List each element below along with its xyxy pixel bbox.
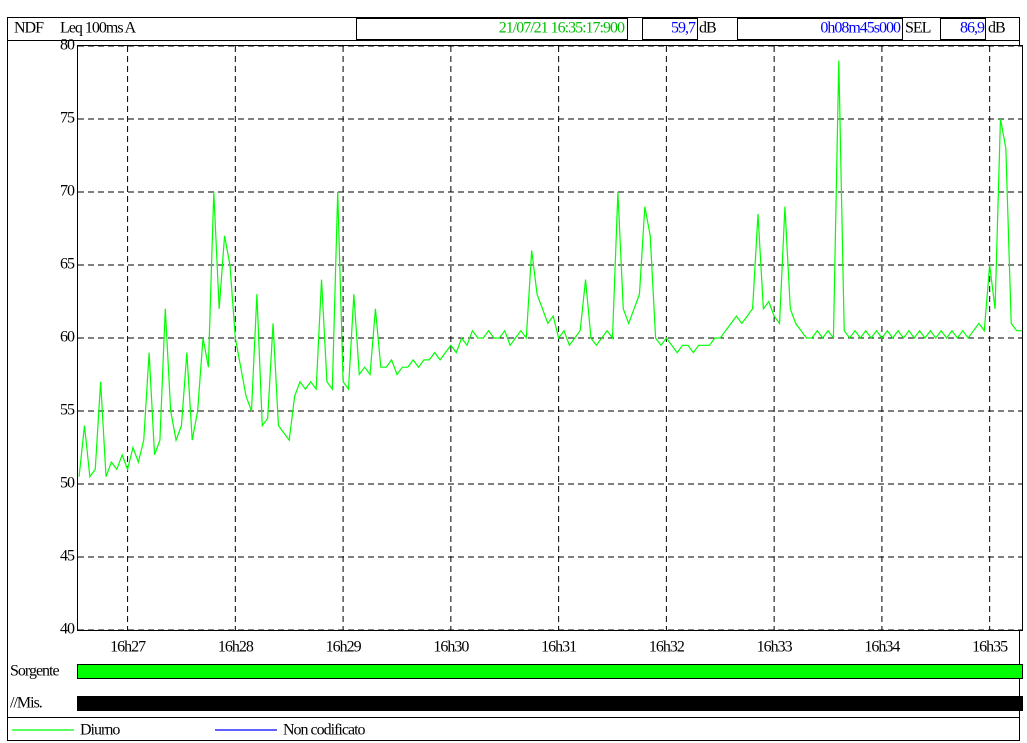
- sel: 86,9: [960, 20, 985, 37]
- parameter: Leq 100ms A: [60, 20, 137, 37]
- x-tick-label: 16h30: [433, 639, 469, 656]
- level-box: [642, 18, 698, 40]
- track-label: //Mis.: [10, 695, 42, 712]
- x-tick-label: 16h29: [326, 639, 362, 656]
- x-tick-label: 16h35: [972, 639, 1008, 656]
- duration-box: [737, 18, 903, 40]
- y-tick-label: 60: [60, 329, 75, 346]
- instrument: NDF: [14, 20, 44, 37]
- timestamp: 21/07/21 16:35:17:900: [499, 20, 625, 37]
- y-tick-label: 45: [60, 548, 75, 565]
- duration: 0h08m45s000: [820, 20, 901, 37]
- y-tick-label: 70: [60, 183, 75, 200]
- y-tick-label: 75: [60, 110, 75, 127]
- sel-unit: dB: [988, 20, 1005, 37]
- x-tick-label: 16h28: [218, 639, 254, 656]
- sel-label: SEL: [905, 20, 931, 37]
- legend-bar: [7, 717, 1020, 741]
- track-bar: [77, 696, 1023, 711]
- level-unit: dB: [699, 20, 716, 37]
- y-tick-label: 65: [60, 256, 75, 273]
- x-tick-label: 16h33: [757, 639, 793, 656]
- y-tick-label: 80: [60, 37, 75, 54]
- level: 59,7: [671, 20, 696, 37]
- legend-label: Non codificato: [283, 722, 366, 739]
- legend-label: Diurno: [80, 722, 120, 739]
- timestamp-box: [356, 18, 628, 40]
- x-tick-label: 16h32: [649, 639, 685, 656]
- sel-box: [940, 18, 986, 40]
- y-tick-label: 55: [60, 402, 75, 419]
- track-bar: [77, 664, 1023, 679]
- series-line: [78, 60, 1022, 479]
- x-tick-label: 16h34: [864, 639, 900, 656]
- y-tick-label: 50: [60, 475, 75, 492]
- x-tick-label: 16h27: [110, 639, 146, 656]
- y-tick-label: 40: [60, 621, 75, 638]
- track-label: Sorgente: [10, 663, 59, 680]
- x-tick-label: 16h31: [541, 639, 577, 656]
